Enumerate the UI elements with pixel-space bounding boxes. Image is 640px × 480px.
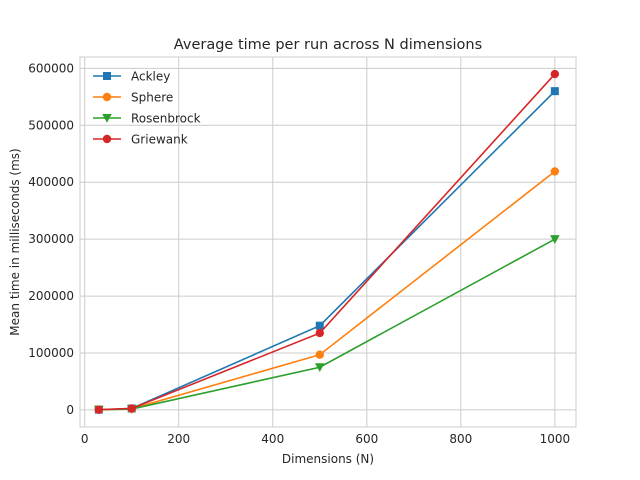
data-point-ackley xyxy=(315,321,324,330)
legend-label: Sphere xyxy=(131,91,173,105)
y-tick-label: 300000 xyxy=(28,232,74,246)
x-axis-title: Dimensions (N) xyxy=(282,452,374,466)
legend-item-griewank: Griewank xyxy=(93,133,188,147)
series-layer xyxy=(94,69,560,415)
legend-label: Ackley xyxy=(131,70,170,84)
data-point-rosenbrock xyxy=(550,235,560,244)
legend-marker xyxy=(103,72,111,80)
data-point-griewank xyxy=(94,405,104,414)
x-tick-label: 600 xyxy=(355,432,378,446)
grid-lines xyxy=(80,57,576,427)
y-axis-title: Mean time in milliseconds (ms) xyxy=(8,148,22,335)
y-tick-label: 200000 xyxy=(28,289,74,303)
data-point-sphere xyxy=(550,167,560,176)
data-point-griewank xyxy=(127,404,136,413)
legend: Ackley Sphere Rosenbrock Griewank xyxy=(93,70,201,147)
y-tick-label: 400000 xyxy=(28,175,74,189)
data-point-griewank xyxy=(315,328,324,338)
x-tick-label: 0 xyxy=(81,432,89,446)
y-tick-label: 0 xyxy=(66,403,74,417)
legend-item-ackley: Ackley xyxy=(93,70,170,84)
legend-item-sphere: Sphere xyxy=(93,91,173,105)
y-tick-label: 500000 xyxy=(28,118,74,132)
data-point-sphere xyxy=(315,350,324,359)
legend-item-rosenbrock: Rosenbrock xyxy=(93,112,201,126)
data-point-ackley xyxy=(550,87,559,96)
series-griewank xyxy=(94,69,560,414)
tick-labels: 0 200 400 600 800 1000 0 100000 200000 300000 4000… xyxy=(28,61,570,446)
plot-frame xyxy=(79,56,577,428)
legend-label: Rosenbrock xyxy=(131,112,201,126)
x-tick-label: 800 xyxy=(449,432,472,446)
x-tick-label: 1000 xyxy=(540,432,571,446)
x-tick-label: 200 xyxy=(167,432,190,446)
legend-marker xyxy=(102,92,112,102)
data-point-griewank xyxy=(550,69,560,79)
y-tick-label: 100000 xyxy=(28,346,74,360)
legend-label: Griewank xyxy=(131,133,188,147)
series-line-griewank xyxy=(98,73,556,411)
chart-title: Average time per run across N dimensions xyxy=(174,37,482,53)
x-tick-label: 400 xyxy=(261,432,284,446)
data-point-rosenbrock xyxy=(314,363,325,373)
y-tick-label: 600000 xyxy=(28,61,74,75)
legend-marker xyxy=(102,134,112,144)
legend-marker xyxy=(102,114,112,123)
